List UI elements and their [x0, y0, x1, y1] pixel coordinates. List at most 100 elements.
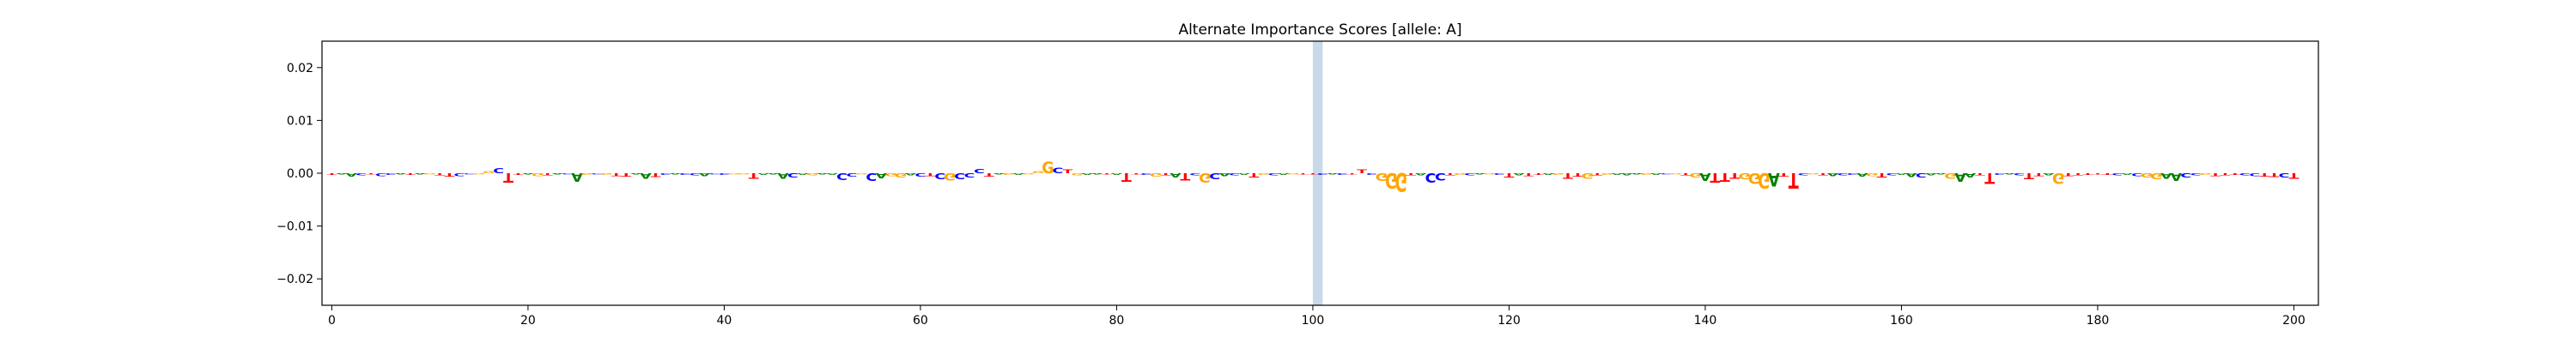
logo-letter: C: [1994, 172, 2005, 175]
logo-letter: C: [2014, 172, 2025, 176]
logo-letter: C: [1464, 172, 1475, 176]
y-tick-label: 0.01: [287, 114, 313, 128]
logo-letter: T: [1778, 172, 1789, 177]
logo-letter: G: [1395, 167, 1407, 197]
x-tick-label: 140: [1694, 314, 1717, 328]
logo-letter: G: [423, 173, 435, 175]
logo-letter: A: [817, 173, 829, 175]
logo-letter: C: [1837, 172, 1848, 176]
logo-letter: A: [1925, 172, 1937, 176]
x-tick-label: 60: [913, 314, 928, 328]
logo-letter: C: [1366, 172, 1377, 175]
logo-letter: G: [1582, 172, 1594, 180]
logo-letter: C: [375, 172, 386, 177]
logo-letter: A: [640, 172, 652, 180]
logo-letter: A: [1238, 172, 1250, 175]
logo-letter: T: [749, 172, 760, 180]
logo-letter: C: [1494, 172, 1505, 175]
logo-letter: C: [562, 173, 573, 175]
logo-letter: C: [2279, 172, 2290, 178]
logo-letter: G: [2150, 171, 2162, 180]
logo-letter: C: [787, 172, 799, 178]
logo-letter: C: [1435, 171, 1446, 183]
logo-letter: A: [1896, 172, 1908, 175]
logo-letter: T: [1818, 172, 1828, 176]
logo-letter: A: [757, 172, 769, 175]
logo-letter: T: [405, 172, 416, 175]
logo-letter: A: [1768, 169, 1780, 190]
logo-letter: C: [2249, 172, 2260, 177]
logo-letter: T: [1572, 172, 1583, 177]
logo-letter: C: [964, 172, 975, 178]
logo-letter: T: [1720, 171, 1730, 184]
logo-letter: T: [2083, 172, 2094, 175]
logo-letter: T: [1563, 172, 1574, 180]
logo-letter: A: [1081, 172, 1093, 175]
logo-letter: G: [806, 172, 818, 176]
logo-letter: T: [2210, 172, 2221, 177]
logo-letter: G: [944, 171, 956, 183]
logo-letter: G: [1022, 173, 1034, 175]
variant-highlight-band: [1312, 41, 1323, 305]
logo-letter: G: [1032, 171, 1044, 174]
logo-letter: T: [1180, 171, 1191, 183]
logo-letter: A: [905, 172, 917, 176]
logo-letter: G: [1738, 171, 1750, 180]
logo-letter: T: [445, 172, 455, 177]
y-tick-label: −0.02: [276, 273, 313, 286]
logo-letter: T: [503, 170, 514, 185]
logo-letter: T: [1308, 173, 1319, 175]
logo-letter: T: [1680, 172, 1691, 176]
logo-letter: C: [355, 172, 367, 176]
logo-letter: C: [915, 172, 927, 177]
logo-letter: T: [366, 173, 377, 175]
logo-letter: C: [591, 173, 602, 175]
logo-letter: C: [974, 168, 985, 175]
logo-letter: A: [414, 173, 426, 175]
logo-letter: G: [600, 172, 612, 175]
logo-letter: G: [1258, 172, 1270, 175]
logo-letter: A: [336, 173, 348, 175]
logo-letter: A: [2160, 172, 2172, 180]
logo-letter: C: [1847, 172, 1858, 175]
logo-letter: T: [326, 172, 337, 175]
x-tick-label: 160: [1890, 314, 1913, 328]
logo-letter: A: [1954, 171, 1967, 184]
logo-letter: G: [1199, 170, 1211, 185]
logo-letter: T: [543, 172, 553, 176]
logo-letter: T: [1357, 169, 1367, 175]
logo-letter: T: [1789, 167, 1799, 192]
logo-letter: A: [1827, 172, 1839, 177]
logo-letter: G: [1640, 172, 1652, 175]
logo-letter: C: [690, 172, 701, 176]
logo-letter: T: [1534, 172, 1545, 175]
logo-letter: A: [699, 172, 711, 177]
logo-letter: C: [1886, 172, 1898, 176]
logo-letter: A: [777, 172, 789, 180]
logo-letter: C: [386, 172, 397, 175]
logo-letter: T: [1523, 172, 1534, 177]
x-tick-label: 80: [1109, 314, 1125, 328]
logo-letter: T: [1984, 169, 1995, 186]
logo-letter: G: [1483, 173, 1495, 175]
logo-letter: C: [1268, 172, 1279, 176]
logo-letter: T: [434, 172, 445, 176]
logo-letter: T: [1710, 170, 1721, 185]
logo-letter: A: [1965, 172, 1978, 178]
logo-letter: T: [925, 172, 935, 177]
logo-letter: C: [709, 173, 720, 175]
logo-letter: T: [2220, 172, 2230, 176]
logo-letter: G: [1758, 167, 1770, 192]
logo-letter: T: [1729, 172, 1741, 180]
logo-letter: A: [630, 173, 642, 175]
logo-letter: G: [1287, 173, 1299, 175]
logo-letter: A: [670, 173, 682, 175]
logo-letter: A: [1091, 173, 1103, 175]
x-tick-label: 120: [1498, 314, 1521, 328]
logo-letter: G: [483, 171, 495, 174]
logo-letter: G: [473, 173, 485, 175]
logo-letter: C: [1229, 172, 1240, 176]
logo-letter: T: [513, 172, 525, 175]
logo-letter: A: [1856, 172, 1868, 177]
